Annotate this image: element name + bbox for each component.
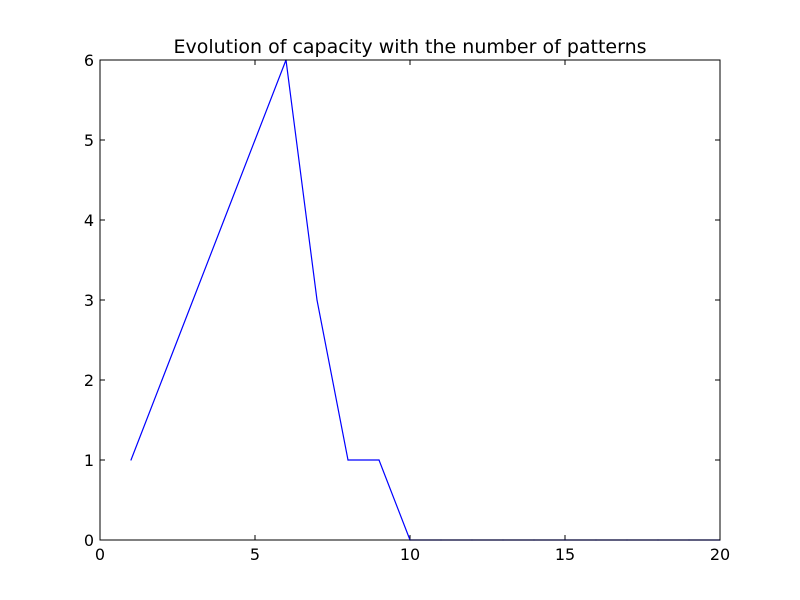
data-point xyxy=(130,459,132,461)
x-tick-label: 5 xyxy=(250,545,260,564)
y-tick-label: 3 xyxy=(84,291,94,310)
chart-title: Evolution of capacity with the number of… xyxy=(173,36,646,58)
y-tick-label: 6 xyxy=(84,51,94,70)
x-tick-label: 10 xyxy=(400,545,420,564)
series-layer xyxy=(130,59,721,541)
data-point xyxy=(316,299,318,301)
plot-area-frame xyxy=(99,59,721,541)
tick-labels: 0 5 10 15 20 0 1 2 3 4 5 6 xyxy=(84,51,730,564)
data-point xyxy=(254,139,256,141)
data-point xyxy=(192,299,194,301)
data-point xyxy=(378,459,380,461)
x-tick-label: 20 xyxy=(710,545,730,564)
x-tick-label: 0 xyxy=(95,545,105,564)
y-tick-label: 2 xyxy=(84,371,94,390)
data-point xyxy=(161,379,163,381)
y-tick-label: 4 xyxy=(84,211,94,230)
y-tick-label: 1 xyxy=(84,451,94,470)
data-point xyxy=(347,459,349,461)
x-tick-label: 15 xyxy=(555,545,575,564)
y-tick-label: 0 xyxy=(84,531,94,550)
data-point xyxy=(223,219,225,221)
y-tick-label: 5 xyxy=(84,131,94,150)
series-line xyxy=(130,59,720,541)
